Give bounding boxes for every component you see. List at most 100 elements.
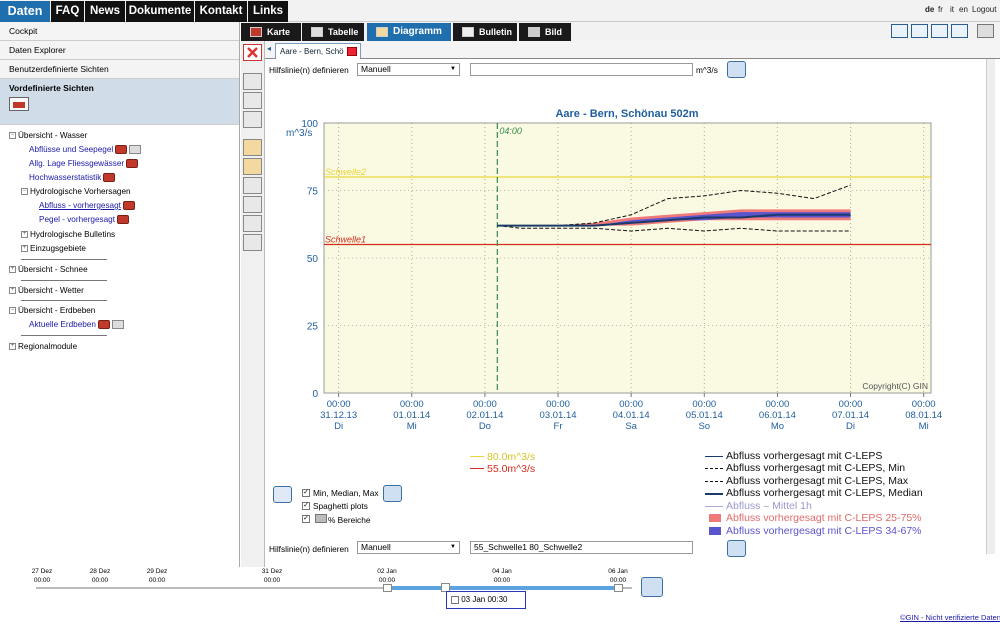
tab-diagramm[interactable]: Diagramm xyxy=(367,23,451,41)
tab-bulletin[interactable]: Bulletin xyxy=(453,23,517,41)
tab-tabelle[interactable]: Tabelle xyxy=(302,23,364,41)
map-icon[interactable] xyxy=(115,145,128,155)
map-icon[interactable] xyxy=(117,215,130,225)
zoom-out-icon[interactable] xyxy=(243,215,262,232)
tab-station[interactable]: Aare - Bern, Schö xyxy=(275,43,361,59)
timeline-track[interactable] xyxy=(36,587,632,589)
tree-einzug[interactable]: + Einzugsgebiete xyxy=(21,244,86,253)
tree-hochwasser[interactable]: Hochwasserstatistik xyxy=(29,172,116,183)
nav-dokumente[interactable]: Dokumente xyxy=(126,1,194,22)
range-end-handle[interactable] xyxy=(614,584,623,592)
refresh-button[interactable] xyxy=(727,540,746,557)
layout-grid-icon[interactable] xyxy=(951,24,968,38)
scrollbar[interactable] xyxy=(986,59,995,554)
spaghetti-checkbox[interactable]: ✓ xyxy=(302,502,310,510)
layout-left-icon[interactable] xyxy=(891,24,908,38)
close-tab-icon[interactable] xyxy=(346,47,357,56)
close-icon[interactable] xyxy=(243,44,262,61)
tree-wetter[interactable]: + Übersicht - Wetter xyxy=(9,286,84,295)
clock-icon[interactable] xyxy=(243,177,262,194)
expand-icon[interactable]: + xyxy=(9,287,16,295)
nav-links[interactable]: Links xyxy=(248,1,288,22)
top-nav: Daten FAQ News Dokumente Kontakt Links d… xyxy=(0,0,1000,22)
collapse-icon[interactable]: − xyxy=(9,307,16,315)
tree-schnee[interactable]: + Übersicht - Schnee xyxy=(9,265,88,274)
tree-abfluesse[interactable]: Abflüsse und Seepegel xyxy=(29,144,142,155)
hilfslinie-select[interactable]: Manuell ▼ xyxy=(357,63,460,76)
map-icon[interactable] xyxy=(103,173,116,183)
map-icon[interactable] xyxy=(126,159,139,169)
zoom-in-icon[interactable] xyxy=(243,196,262,213)
nav-news[interactable]: News xyxy=(85,1,125,22)
lang-fr[interactable]: fr xyxy=(938,5,943,14)
apply-refresh-button[interactable] xyxy=(383,485,402,502)
timeline-range[interactable] xyxy=(388,586,618,590)
current-time-handle[interactable] xyxy=(441,583,450,592)
lang-en[interactable]: en xyxy=(959,5,968,14)
chart-bar-icon[interactable] xyxy=(243,92,262,109)
tab-karte[interactable]: Karte xyxy=(241,23,301,41)
expand-icon[interactable]: + xyxy=(9,266,16,274)
x-tick-label: 00:00 xyxy=(839,399,863,410)
timeline-refresh-button[interactable] xyxy=(641,577,663,597)
tree-aktuelle-erdbeben[interactable]: Aktuelle Erdbeben xyxy=(29,319,124,330)
chart-settings-icon[interactable] xyxy=(243,139,262,156)
expand-icon[interactable]: + xyxy=(21,245,28,253)
chart-export-icon[interactable] xyxy=(243,158,262,175)
tree-pegel-vorhergesagt[interactable]: Pegel - vorhergesagt xyxy=(39,214,130,225)
view-icon[interactable] xyxy=(9,97,29,111)
expand-icon[interactable]: + xyxy=(9,343,16,351)
nav-faq[interactable]: FAQ xyxy=(51,1,84,22)
range-start-handle[interactable] xyxy=(383,584,392,592)
layout-split-icon[interactable] xyxy=(931,24,948,38)
chart-line-icon[interactable] xyxy=(243,73,262,90)
sidebar-item-daten-explorer[interactable]: Daten Explorer xyxy=(0,41,239,60)
tree-regional[interactable]: + Regionalmodule xyxy=(9,342,78,351)
copyright-label: Copyright(C) GIN xyxy=(862,381,928,391)
table-icon[interactable] xyxy=(129,145,142,155)
map-icon[interactable] xyxy=(97,320,110,330)
forecast-start-label: 04:00 xyxy=(499,126,522,136)
current-time-box[interactable]: 03 Jan 00:30 xyxy=(446,591,526,609)
x-tick-label: 00:00 xyxy=(766,399,790,410)
layout-single-icon[interactable] xyxy=(911,24,928,38)
collapse-icon[interactable]: − xyxy=(9,132,16,140)
tree-wasser[interactable]: − Übersicht - Wasser xyxy=(9,131,88,140)
range-icon xyxy=(315,514,327,523)
prev-arrow-icon[interactable]: ◂ xyxy=(267,44,272,53)
tree-bulletins[interactable]: + Hydrologische Bulletins xyxy=(21,230,116,239)
lang-de[interactable]: de xyxy=(925,5,935,14)
print-icon[interactable] xyxy=(977,24,994,38)
footer-link[interactable]: ©GIN - Nicht verifizierte Daten xyxy=(900,613,1000,622)
grid-icon[interactable] xyxy=(243,234,262,251)
x-tick-label: 00:00 xyxy=(473,399,497,410)
map-icon[interactable] xyxy=(122,201,135,211)
legend-label: Abfluss vorhergesagt mit C-LEPS, Median xyxy=(726,487,923,499)
tree-vorhersagen[interactable]: − Hydrologische Vorhersagen xyxy=(21,187,131,196)
hilfslinie-input[interactable] xyxy=(470,63,693,76)
bereiche-checkbox[interactable]: ✓ xyxy=(302,515,310,523)
expand-icon[interactable]: + xyxy=(21,231,28,239)
refresh-button[interactable] xyxy=(727,61,746,78)
hilfslinie-input[interactable]: 55_Schwelle1 80_Schwelle2 xyxy=(470,541,693,554)
tree-abfluss-vorhergesagt[interactable]: Abfluss - vorhergesagt xyxy=(39,200,135,211)
hilfslinie-select[interactable]: Manuell ▼ xyxy=(357,541,460,554)
chart-edit-icon[interactable] xyxy=(243,111,262,128)
mmm-checkbox[interactable]: ✓ xyxy=(302,489,310,497)
lang-it[interactable]: it xyxy=(950,5,954,14)
collapse-icon[interactable]: − xyxy=(21,188,28,196)
sidebar-item-vordefinierte[interactable]: Vordefinierte Sichten xyxy=(0,79,239,125)
x-tick-label: So xyxy=(698,421,710,432)
x-tick-label: Mo xyxy=(771,421,784,432)
sidebar-item-benutzerdefinierte[interactable]: Benutzerdefinierte Sichten xyxy=(0,60,239,79)
table-icon[interactable] xyxy=(111,320,124,330)
tab-bild[interactable]: Bild xyxy=(519,23,571,41)
sidebar-item-cockpit[interactable]: Cockpit xyxy=(0,22,239,41)
calendar-icon xyxy=(451,595,459,604)
nav-daten[interactable]: Daten xyxy=(0,1,50,22)
tree-erdbeben[interactable]: − Übersicht - Erdbeben xyxy=(9,306,96,315)
nav-kontakt[interactable]: Kontakt xyxy=(195,1,247,22)
clock-button[interactable] xyxy=(273,486,292,503)
tree-lage[interactable]: Allg. Lage Fliessgewässer xyxy=(29,158,139,169)
logout-link[interactable]: Logout xyxy=(972,5,997,14)
